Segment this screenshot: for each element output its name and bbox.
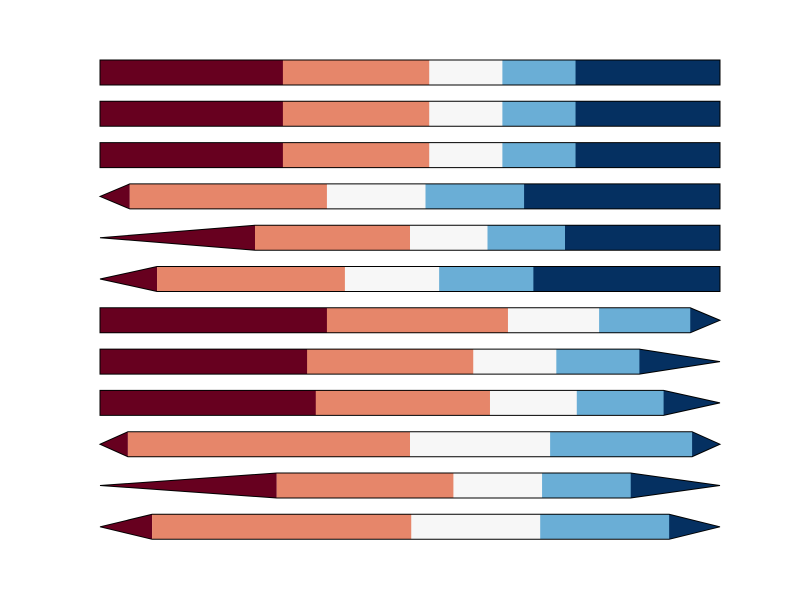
colorbar-outline — [99, 142, 721, 169]
colorbar-segment — [255, 225, 411, 251]
colorbar-row — [99, 224, 721, 251]
colorbar-segment — [282, 101, 430, 127]
colorbar-outline — [99, 472, 721, 499]
colorbar-segment — [575, 101, 721, 127]
colorbar-segment — [540, 514, 670, 540]
colorbar-outline — [99, 266, 721, 292]
colorbar-segment — [489, 390, 578, 416]
colorbar-segment — [533, 266, 721, 292]
colorbar-row — [99, 348, 721, 375]
colorbar-segment — [453, 473, 543, 498]
colorbar-segment — [565, 225, 721, 251]
colorbar-segment — [599, 307, 691, 333]
colorbar-segment — [100, 142, 284, 168]
colorbar-segment — [429, 101, 503, 127]
colorbar-segment — [556, 349, 640, 375]
colorbar-segment — [127, 431, 411, 457]
colorbar-segment — [276, 473, 454, 498]
colorbar-group — [98, 59, 722, 540]
colorbar-segment — [411, 514, 541, 540]
colorbar-segment — [152, 514, 412, 540]
colorbar-segment — [502, 101, 576, 127]
colorbar-extend-max-triangle — [669, 514, 720, 540]
colorbar-extend-max-triangle — [663, 390, 720, 416]
colorbar-outline — [99, 307, 722, 334]
colorbar-row — [98, 431, 722, 458]
colorbar-segment — [100, 349, 308, 375]
colorbar-extend-max-triangle — [639, 349, 720, 375]
colorbar-extend-max-triangle — [692, 431, 720, 457]
colorbar-segment — [576, 390, 664, 416]
colorbar-segment — [410, 225, 488, 251]
colorbar-segment — [326, 183, 426, 209]
colorbar-segment — [575, 142, 721, 168]
colorbar-segment — [507, 307, 600, 333]
colorbar-outline — [99, 224, 721, 251]
colorbar-segment — [100, 307, 328, 333]
colorbar-row — [99, 307, 722, 334]
colorbar-segment — [487, 225, 566, 251]
colorbar-extend-max-triangle — [690, 307, 720, 333]
colorbar-row — [98, 183, 721, 210]
colorbar-outline — [98, 183, 721, 210]
colorbar-segment — [282, 142, 430, 168]
colorbar-segment — [326, 307, 509, 333]
colorbar-segment — [429, 60, 503, 85]
colorbar-segment — [282, 60, 430, 85]
colorbar-outline — [98, 431, 722, 458]
colorbar-segment — [473, 349, 557, 375]
colorbar-segment — [575, 60, 721, 85]
colorbar-segment — [502, 142, 576, 168]
colorbar-outline — [99, 348, 721, 375]
colorbar-outline — [99, 389, 721, 416]
colorbar-row — [99, 142, 721, 169]
colorbar-extend-min-triangle — [100, 431, 128, 457]
colorbar-segment — [100, 101, 284, 127]
colorbar-segment — [502, 60, 576, 85]
colorbar-extend-min-triangle — [100, 183, 130, 209]
colorbar-row — [99, 59, 721, 86]
colorbar-segment — [100, 390, 317, 416]
colorbar-segment — [129, 183, 328, 209]
colorbar-segment — [344, 266, 440, 292]
colorbar-segment — [550, 431, 693, 457]
colorbar-segment — [542, 473, 632, 498]
colorbar-segment — [307, 349, 474, 375]
colorbar-segment — [425, 183, 525, 209]
colorbar-extend-min-triangle — [100, 266, 158, 292]
colorbar-segment — [429, 142, 503, 168]
colorbar-row — [99, 389, 721, 416]
colorbar-segment — [157, 266, 346, 292]
colorbar-outline — [99, 59, 721, 86]
colorbar-row — [99, 266, 721, 292]
colorbar-extend-min-triangle — [100, 225, 255, 251]
colorbar-row — [99, 472, 721, 499]
colorbar-extend-max-triangle — [630, 473, 720, 498]
colorbar-segment — [410, 431, 551, 457]
colorbar-outline — [99, 513, 721, 540]
colorbar-row — [99, 100, 721, 127]
colorbar-extend-min-triangle — [100, 514, 153, 540]
colorbar-segment — [315, 390, 491, 416]
colorbar-segment — [524, 183, 721, 209]
colorbar-extend-min-triangle — [100, 473, 277, 498]
colorbar-segment — [439, 266, 534, 292]
colorbar-row — [99, 513, 721, 540]
colorbar-outline — [99, 100, 721, 127]
colorbar-segment — [100, 60, 284, 85]
